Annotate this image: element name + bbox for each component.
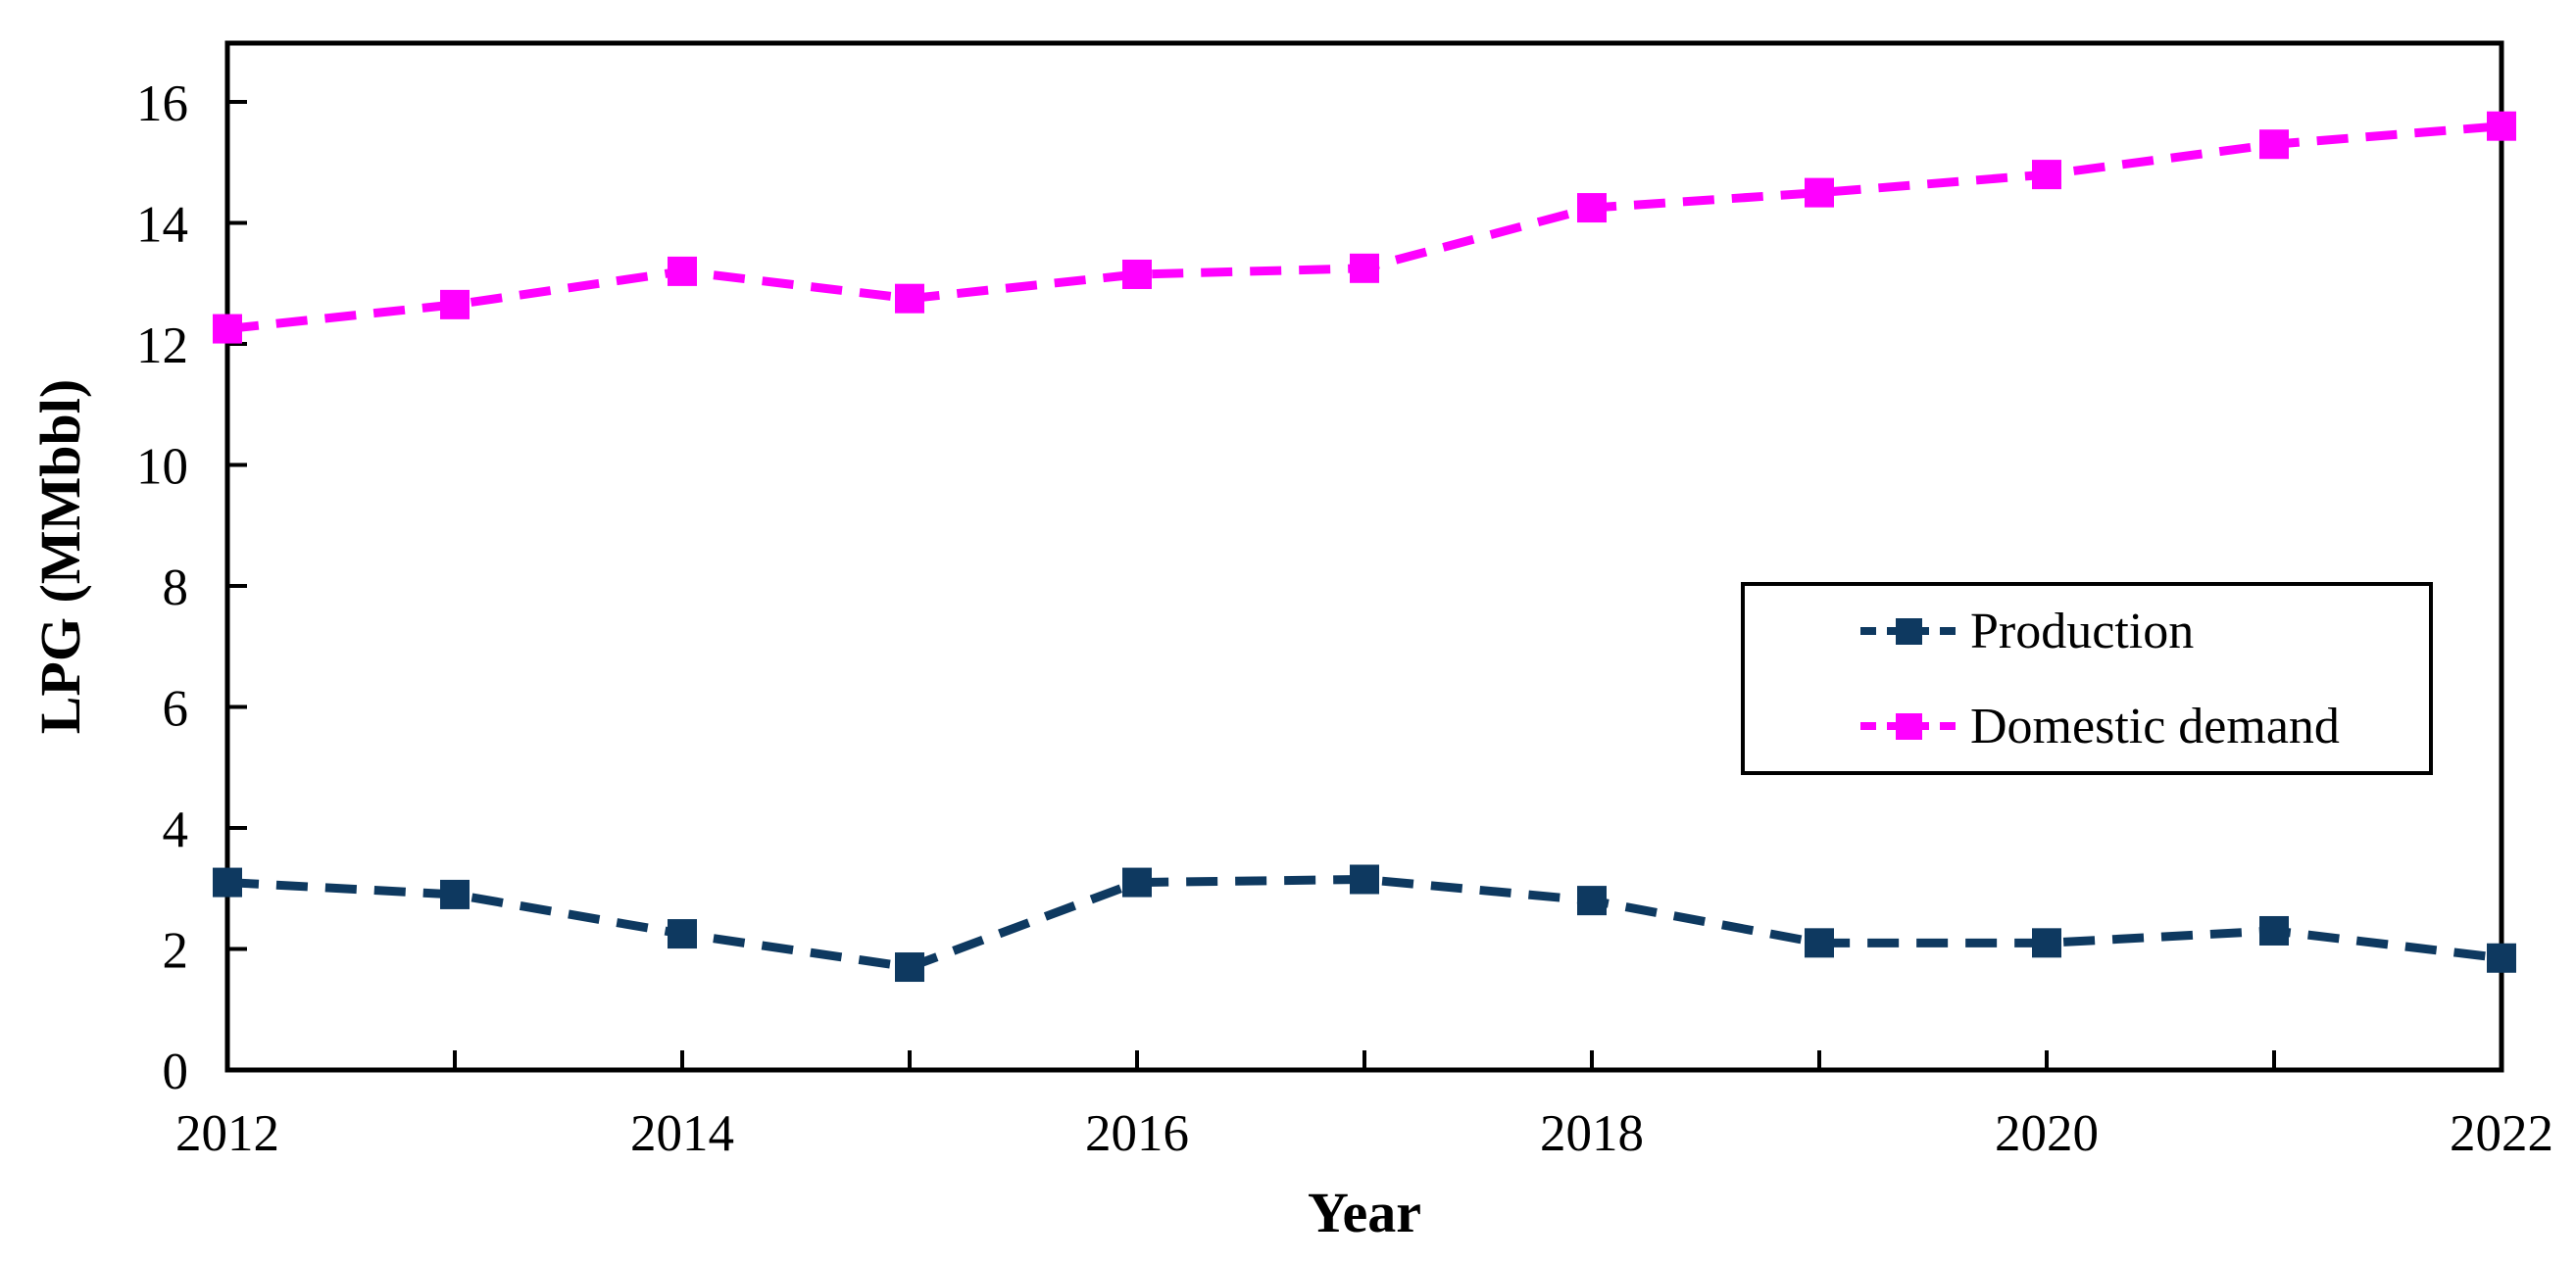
- svg-text:10: 10: [136, 439, 188, 496]
- svg-text:16: 16: [136, 75, 188, 132]
- svg-text:4: 4: [163, 802, 189, 858]
- svg-text:8: 8: [163, 559, 189, 616]
- svg-text:2016: 2016: [1085, 1105, 1189, 1162]
- production-line-sample: [1860, 618, 1957, 645]
- legend: Production Domestic demand: [1741, 582, 2433, 775]
- svg-text:14: 14: [136, 197, 188, 254]
- svg-text:12: 12: [136, 317, 188, 374]
- y-axis-title: LPG (MMbbl): [28, 378, 92, 735]
- x-axis-title: Year: [1308, 1181, 1421, 1244]
- svg-text:2: 2: [163, 923, 189, 980]
- legend-item-domestic-demand: Domestic demand: [1745, 682, 2429, 770]
- legend-label-domestic-demand: Domestic demand: [1970, 698, 2340, 754]
- svg-text:2012: 2012: [175, 1105, 279, 1162]
- legend-item-production: Production: [1745, 587, 2429, 675]
- svg-text:6: 6: [163, 681, 189, 738]
- domestic-demand-line-sample: [1860, 713, 1957, 740]
- legend-label-production: Production: [1970, 603, 2195, 659]
- svg-text:0: 0: [163, 1044, 189, 1100]
- svg-text:2018: 2018: [1540, 1105, 1644, 1162]
- svg-text:2020: 2020: [1995, 1105, 2099, 1162]
- svg-text:2014: 2014: [630, 1105, 734, 1162]
- svg-text:2022: 2022: [2450, 1105, 2553, 1162]
